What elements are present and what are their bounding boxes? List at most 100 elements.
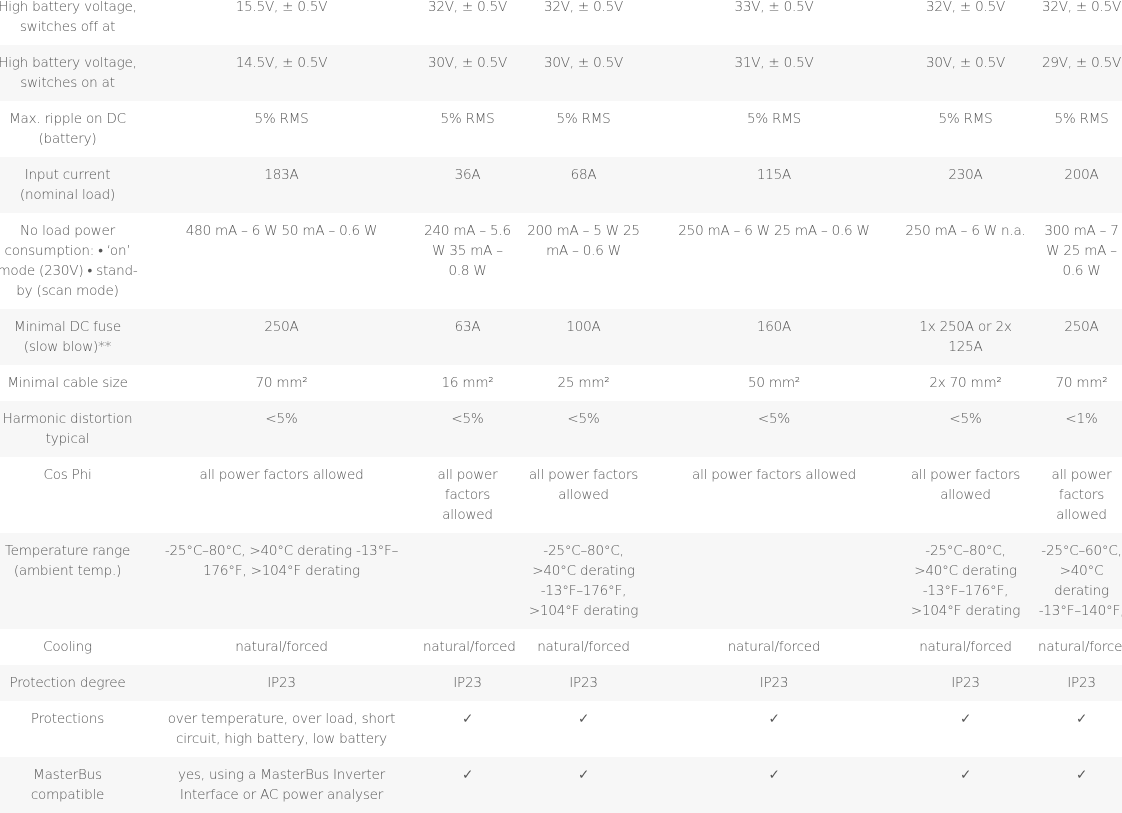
table-cell: 2x 70 mm² [929, 375, 1002, 391]
table-cell: all power factors allowed [1051, 467, 1112, 523]
table-cell [650, 533, 898, 629]
row-label: Max. ripple on DC (battery) [9, 111, 126, 147]
row-label: Harmonic distortion typical [0, 401, 145, 457]
table-cell: IP23 [1033, 665, 1122, 701]
table-cell: 16 mm² [441, 375, 494, 391]
row-label: Minimal DC fuse (slow blow)** [0, 309, 145, 365]
table-row: MasterBus compatible yes, using a MasterB… [0, 757, 1122, 813]
table-cell: natural/forced [1038, 639, 1122, 655]
table-cell: -25°C–60°C, >40°C derating -13°F–140°F, [1033, 533, 1122, 629]
table-cell: 250 mA – 6 W n.a. [905, 223, 1026, 239]
table-row: Minimal cable size 70 mm² 16 mm² 25 mm² 50 m… [0, 365, 1122, 401]
table-cell: 5% RMS [556, 111, 611, 127]
table-cell: IP23 [517, 665, 650, 701]
table-cell: IP23 [145, 665, 418, 701]
table-cell: 480 mA – 6 W 50 mA – 0.6 W [185, 223, 378, 239]
table-cell: all power factors allowed [437, 467, 498, 523]
table-cell: 30V, ± 0.5V [517, 45, 650, 101]
table-row: Max. ripple on DC (battery) 5% RMS 5% RMS 5… [0, 101, 1122, 157]
table-cell: 183A [145, 157, 418, 213]
table-cell: 29V, ± 0.5V [1033, 45, 1122, 101]
table-cell: 200A [1033, 157, 1122, 213]
table-row: Input current (nominal load) 183A 36A 68A 11… [0, 157, 1122, 213]
table-cell: 32V, ± 0.5V [543, 0, 624, 15]
table-cell: natural/forced [919, 639, 1012, 655]
table-row: Temperature range (ambient temp.) -25°C–8… [0, 533, 1122, 629]
table-cell: 5% RMS [440, 111, 495, 127]
checkmark-icon: ✓ [959, 711, 972, 727]
table-cell: -25°C–80°C, >40°C derating -13°F–176°F, … [898, 533, 1033, 629]
checkmark-icon: ✓ [1033, 757, 1122, 813]
table-cell: 5% RMS [746, 111, 802, 127]
row-label: Protection degree [0, 665, 145, 701]
table-cell: 300 mA – 7 W 25 mA – 0.6 W [1044, 223, 1119, 279]
row-label: High battery voltage, switches off at [0, 0, 137, 35]
table-cell: <5% [517, 401, 650, 457]
table-cell: 250 mA – 6 W 25 mA – 0.6 W [678, 223, 870, 239]
checkmark-icon: ✓ [418, 757, 517, 813]
checkmark-icon: ✓ [1075, 711, 1088, 727]
table-cell: IP23 [898, 665, 1033, 701]
table-cell: <1% [1033, 401, 1122, 457]
table-row: High battery voltage, switches off at 15.… [0, 0, 1122, 45]
table-cell: natural/forced [727, 639, 821, 655]
table-cell: 5% RMS [938, 111, 993, 127]
table-cell: 70 mm² [255, 375, 308, 391]
checkmark-icon: ✓ [898, 757, 1033, 813]
row-label: No load power consumption: • ‘on’ mode (… [0, 223, 138, 299]
table-cell: all power factors allowed [528, 467, 639, 503]
row-label: Protections [30, 711, 105, 727]
table-cell: natural/forced [235, 639, 328, 655]
table-cell: over temperature, over load, short circu… [167, 711, 396, 747]
checkmark-icon: ✓ [577, 711, 590, 727]
table-cell: 32V, ± 0.5V [427, 0, 508, 15]
table-row: Harmonic distortion typical <5% <5% <5% <5% <… [0, 401, 1122, 457]
table-row: Protections over temperature, over load, … [0, 701, 1122, 757]
table-cell: 115A [650, 157, 898, 213]
table-cell: -25°C–80°C, >40°C derating -13°F–176°F, … [517, 533, 650, 629]
table-cell: 1x 250A or 2x 125A [898, 309, 1033, 365]
table-cell: all power factors allowed [910, 467, 1021, 503]
row-label: Cos Phi [43, 467, 92, 483]
table-cell: <5% [418, 401, 517, 457]
table-cell: 30V, ± 0.5V [418, 45, 517, 101]
table-cell: 36A [418, 157, 517, 213]
table-cell: 200 mA – 5 W 25 mA – 0.6 W [527, 223, 640, 259]
table-cell: 15.5V, ± 0.5V [235, 0, 328, 15]
row-label: MasterBus compatible [0, 757, 145, 813]
checkmark-icon: ✓ [650, 757, 898, 813]
table-row: No load power consumption: • ‘on’ mode (… [0, 213, 1122, 309]
table-cell: <5% [898, 401, 1033, 457]
table-cell: 32V, ± 0.5V [925, 0, 1006, 15]
table-row: High battery voltage, switches on at 14.5… [0, 45, 1122, 101]
table-cell: 5% RMS [254, 111, 309, 127]
table-row: Cos Phi all power factors allowed all powe… [0, 457, 1122, 533]
table-cell: 100A [517, 309, 650, 365]
row-label: Input current (nominal load) [0, 157, 145, 213]
checkmark-icon: ✓ [517, 757, 650, 813]
table-cell: IP23 [650, 665, 898, 701]
table-cell: 25 mm² [557, 375, 610, 391]
table-cell: <5% [650, 401, 898, 457]
table-cell: 31V, ± 0.5V [650, 45, 898, 101]
checkmark-icon: ✓ [461, 711, 474, 727]
table-row: Minimal DC fuse (slow blow)** 250A 63A 100A… [0, 309, 1122, 365]
table-cell: IP23 [418, 665, 517, 701]
table-row: Cooling natural/forced natural/forced natur… [0, 629, 1122, 665]
table-cell: all power factors allowed [692, 467, 856, 483]
table-cell: 68A [517, 157, 650, 213]
table-cell: 63A [418, 309, 517, 365]
table-cell: natural/forced [537, 639, 630, 655]
row-label: Temperature range (ambient temp.) [0, 533, 145, 629]
table-cell [418, 533, 517, 629]
table-cell: <5% [145, 401, 418, 457]
table-cell: 250A [1033, 309, 1122, 365]
table-cell: 30V, ± 0.5V [898, 45, 1033, 101]
table-cell: 33V, ± 0.5V [734, 0, 814, 15]
table-cell: yes, using a MasterBus Inverter Interfac… [145, 757, 418, 813]
table-cell: natural/forced [423, 639, 516, 655]
table-cell: 50 mm² [748, 375, 800, 391]
table-cell: -25°C–80°C, >40°C derating -13°F–176°F, … [145, 533, 418, 629]
row-label: Minimal cable size [7, 375, 128, 391]
